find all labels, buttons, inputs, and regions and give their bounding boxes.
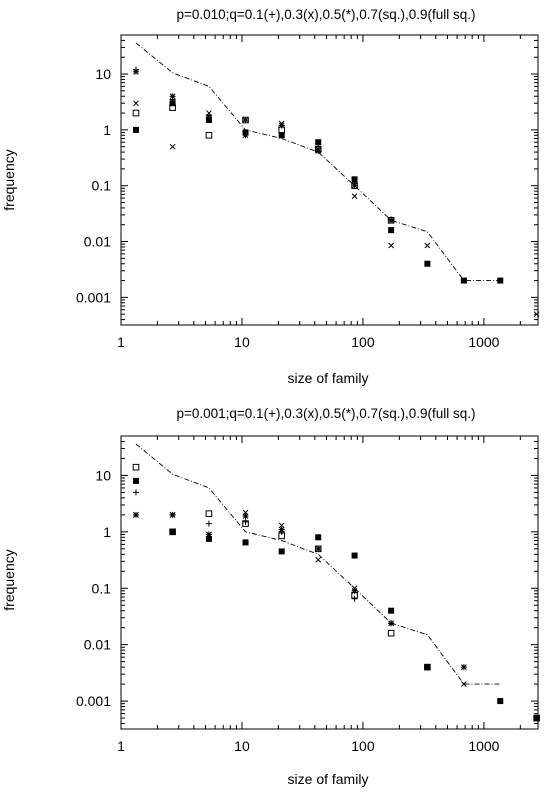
point-star bbox=[315, 545, 322, 552]
point-star bbox=[351, 587, 358, 594]
y-axis-label: frequency bbox=[1, 549, 17, 610]
point-plus bbox=[351, 595, 358, 602]
point-square bbox=[205, 510, 213, 517]
point-star bbox=[132, 68, 139, 75]
point-full-square bbox=[169, 528, 176, 535]
x-axis-label: size of family bbox=[288, 771, 369, 787]
point-cross bbox=[133, 100, 139, 107]
point-full-square bbox=[242, 539, 249, 546]
y-tick-label: 1 bbox=[103, 122, 111, 138]
y-axis-label: frequency bbox=[1, 149, 17, 210]
point-cross bbox=[533, 311, 540, 318]
point-plus bbox=[205, 520, 212, 527]
x-tick-label: 1 bbox=[117, 738, 125, 754]
point-star bbox=[205, 113, 212, 120]
point-full-square bbox=[388, 227, 395, 234]
point-star bbox=[388, 620, 395, 627]
plot-area: 1 10 100 1000 10 1 0.1 0.01 0.001 bbox=[76, 34, 540, 350]
x-tick-label: 1 bbox=[117, 334, 125, 350]
x-tick-label: 100 bbox=[351, 738, 375, 754]
y-tick-label: 10 bbox=[95, 467, 111, 483]
point-star bbox=[169, 93, 176, 100]
point-star bbox=[388, 217, 395, 224]
point-star bbox=[132, 511, 139, 518]
point-square bbox=[278, 532, 285, 540]
point-plus bbox=[132, 489, 139, 496]
x-tick-label: 10 bbox=[234, 738, 250, 754]
point-full-square bbox=[388, 607, 395, 614]
y-tick-label: 0.01 bbox=[84, 637, 111, 653]
point-star bbox=[278, 526, 285, 533]
point-star bbox=[242, 513, 249, 520]
point-square bbox=[314, 545, 322, 553]
point-cross bbox=[388, 242, 394, 249]
point-full-square bbox=[169, 100, 176, 107]
point-cross bbox=[315, 556, 322, 563]
point-square bbox=[387, 217, 395, 224]
point-square bbox=[132, 109, 140, 117]
point-full-square bbox=[497, 698, 504, 705]
y-tick-label: 1 bbox=[103, 524, 111, 540]
point-square bbox=[242, 520, 249, 527]
x-tick-label: 1000 bbox=[468, 334, 499, 350]
point-square bbox=[351, 182, 358, 189]
chart-bottom: p=0.001;q=0.1(+),0.3(x),0.5(*),0.7(sq.),… bbox=[1, 406, 540, 787]
point-full-square bbox=[424, 664, 431, 671]
point-plus bbox=[242, 518, 249, 525]
point-full-square bbox=[132, 126, 139, 133]
x-tick-label: 10 bbox=[234, 334, 250, 350]
point-star bbox=[460, 664, 467, 671]
plot-frame bbox=[120, 34, 539, 326]
point-square bbox=[132, 463, 140, 471]
reference-line bbox=[135, 443, 501, 685]
point-square bbox=[387, 629, 395, 637]
point-cross bbox=[242, 117, 249, 123]
x-tick-label: 1000 bbox=[468, 738, 499, 754]
chart-top: p=0.010;q=0.1(+),0.3(x),0.5(*),0.7(sq.),… bbox=[1, 7, 540, 386]
y-tick-label: 0.01 bbox=[84, 234, 111, 250]
chart-title: p=0.001;q=0.1(+),0.3(x),0.5(*),0.7(sq.),… bbox=[176, 406, 475, 421]
point-star bbox=[205, 531, 212, 538]
point-star bbox=[169, 511, 176, 518]
point-full-square bbox=[205, 117, 212, 124]
reference-line bbox=[135, 42, 501, 282]
y-tick-label: 0.1 bbox=[92, 580, 112, 596]
plot-area: 1 10 100 1000 10 1 0.1 0.01 0.001 bbox=[76, 435, 540, 754]
point-cross bbox=[351, 193, 358, 199]
point-full-square bbox=[351, 176, 358, 183]
point-full-square bbox=[351, 552, 358, 559]
point-square bbox=[351, 592, 358, 599]
plot-frame bbox=[120, 435, 539, 730]
point-square bbox=[314, 145, 322, 153]
point-cross bbox=[461, 681, 467, 687]
point-full-square bbox=[242, 129, 249, 136]
point-cross bbox=[278, 522, 285, 529]
point-full-square bbox=[497, 277, 504, 284]
y-tick-label: 0.1 bbox=[92, 178, 112, 194]
point-full-square bbox=[315, 139, 322, 146]
y-tick-label: 10 bbox=[95, 66, 111, 82]
point-star bbox=[315, 147, 322, 154]
point-square bbox=[205, 131, 213, 139]
point-full-square bbox=[132, 477, 139, 484]
x-axis-label: size of family bbox=[288, 370, 369, 386]
point-full-square bbox=[315, 534, 322, 541]
point-star bbox=[278, 122, 285, 129]
point-full-square bbox=[278, 548, 285, 555]
point-full-square bbox=[205, 535, 212, 542]
y-tick-label: 0.001 bbox=[76, 693, 111, 709]
point-full-square bbox=[460, 277, 467, 284]
point-square bbox=[242, 116, 249, 124]
point-cross bbox=[169, 143, 176, 150]
y-tick-label: 0.001 bbox=[76, 289, 111, 305]
point-full-square bbox=[533, 715, 540, 722]
point-full-square bbox=[278, 132, 285, 139]
point-cross bbox=[424, 242, 431, 249]
point-star bbox=[351, 182, 358, 189]
point-full-square bbox=[424, 260, 431, 267]
x-tick-label: 100 bbox=[351, 334, 375, 350]
chart-title: p=0.010;q=0.1(+),0.3(x),0.5(*),0.7(sq.),… bbox=[176, 7, 475, 22]
